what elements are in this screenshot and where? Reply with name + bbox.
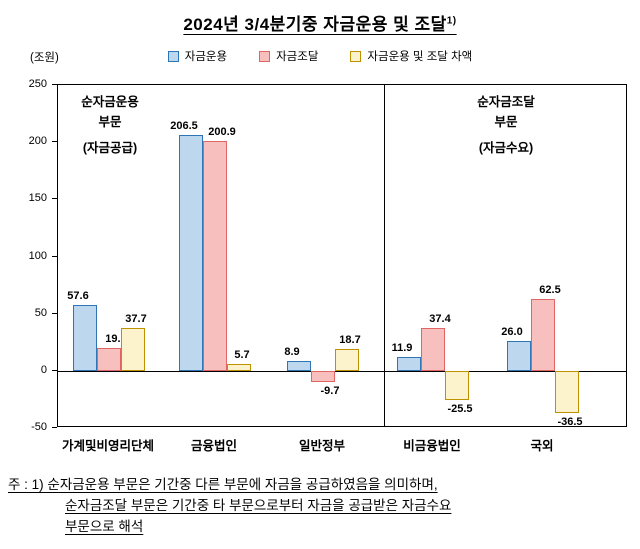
legend-item-1: 자금운용 (167, 48, 228, 64)
y-axis-tick-label: 150 (28, 192, 47, 205)
bar-value-label: 5.7 (234, 349, 250, 362)
bar-value-label: 206.5 (170, 119, 198, 132)
bar-value-label: 37.4 (429, 313, 451, 326)
bar-value-label: 18.7 (339, 334, 361, 347)
bar-s2-c2 (203, 141, 227, 371)
bar-s3-c5 (555, 370, 579, 413)
y-axis-tick-mark (52, 312, 57, 314)
chart-title-footnote-marker: 1) (446, 15, 457, 27)
y-axis-tick-label: 250 (28, 78, 47, 90)
legend-item-2: 자금조달 (259, 48, 318, 64)
bar-s1-c5 (507, 341, 531, 371)
legend-swatch-icon (167, 50, 179, 62)
x-axis-category-label: 국외 (530, 439, 554, 453)
bar-s2-c4 (421, 328, 445, 371)
y-axis-tick-mark (52, 84, 57, 85)
bar-value-label: 37.7 (125, 312, 147, 325)
y-axis: 250 200 150 100 50 0 -50 (5, 78, 57, 433)
legend: 자금운용 자금조달 자금운용 및 조달 차액 (0, 48, 640, 64)
bar-s3-c4 (445, 370, 469, 400)
section-divider-line (384, 85, 385, 426)
legend-label: 자금운용 (184, 51, 228, 63)
y-axis-tick-mark (52, 369, 57, 371)
x-axis-category-label: 가계및비영리단체 (61, 439, 154, 453)
bar-s3-c3 (335, 349, 359, 371)
section-label-line: (자금공급) (82, 141, 138, 155)
y-axis-unit-label: (조원) (30, 52, 59, 64)
bar-s3-c2 (227, 364, 251, 371)
footnote-line-2: 순자금조달 부문은 기간중 타 부문으로부터 자금을 공급받은 자금수요 (65, 497, 452, 513)
bar-value-label: 62.5 (539, 284, 561, 297)
section-label-line: 순자금조달 (477, 95, 535, 109)
section-label-line: 부문 (494, 115, 518, 129)
footnote: 주 : 1) 순자금운용 부문은 기간중 다른 부문에 자금을 공급하였음을 의… (8, 475, 630, 538)
bar-value-label: -9.7 (320, 384, 340, 397)
bar-value-label: 8.9 (284, 345, 300, 358)
legend-item-3: 자금운용 및 조달 차액 (350, 48, 472, 64)
bar-s1-c4 (397, 357, 421, 371)
bar-s1-c2 (179, 134, 203, 371)
bar-value-label: 57.6 (67, 289, 89, 302)
y-axis-tick-label: 200 (28, 135, 47, 148)
y-axis-tick-mark (52, 198, 57, 200)
y-axis-tick-label: 100 (28, 249, 47, 262)
section-label-line: 순자금운용 (81, 95, 139, 109)
footnote-line-3: 부문으로 해석 (65, 518, 144, 534)
x-axis-category-label: 금융법인 (190, 439, 237, 453)
legend-label: 자금조달 (276, 51, 319, 63)
bar-s1-c1 (73, 304, 97, 371)
y-axis-tick-mark (52, 427, 57, 428)
legend-swatch-icon (259, 50, 271, 62)
bar-value-label: -36.5 (557, 415, 583, 428)
plot-area: 순자금운용 부문 (자금공급) 순자금조달 부문 (자금수요) 57.6 19.9 37.7 20… (57, 84, 627, 428)
y-axis-tick-label: 50 (34, 306, 47, 319)
zero-axis-line (58, 370, 626, 372)
y-axis-tick-label: -50 (31, 421, 47, 433)
bar-value-label: 200.9 (208, 126, 236, 139)
y-axis-tick-mark (52, 141, 57, 143)
bar-s2-c1 (97, 348, 121, 371)
y-axis-tick-mark (52, 255, 57, 257)
y-axis-tick-label: 0 (40, 363, 47, 376)
bar-value-label: 26.0 (501, 326, 523, 339)
bar-s1-c3 (287, 360, 311, 371)
chart-figure: 2024년 3/4분기중 자금운용 및 조달1) (조원) 자금운용 자금조달 자금… (0, 10, 640, 538)
bar-s2-c5 (531, 299, 555, 371)
legend-label: 자금운용 및 조달 차액 (367, 51, 473, 63)
bar-value-label: 11.9 (391, 342, 413, 355)
chart-title-text: 2024년 3/4분기중 자금운용 및 조달1) (183, 15, 456, 34)
bar-s2-c3 (311, 370, 335, 382)
chart-title: 2024년 3/4분기중 자금운용 및 조달1) (0, 10, 640, 35)
chart-title-label: 2024년 3/4분기중 자금운용 및 조달 (183, 15, 447, 34)
section-label-line: (자금수요) (478, 141, 534, 155)
x-axis-category-label: 비금융법인 (403, 439, 461, 453)
legend-row: (조원) 자금운용 자금조달 자금운용 및 조달 차액 (0, 48, 640, 64)
legend-swatch-icon (350, 50, 362, 62)
x-axis-category-labels: 가계및비영리단체 금융법인 일반정부 비금융법인 국외 (57, 435, 627, 453)
x-axis-category-label: 일반정부 (298, 439, 345, 453)
section-label-line: 부문 (98, 115, 122, 129)
footnote-line-1: 주 : 1) 순자금운용 부문은 기간중 다른 부문에 자금을 공급하였음을 의… (8, 477, 438, 492)
bar-s3-c1 (121, 327, 145, 371)
bar-value-label: -25.5 (447, 402, 473, 415)
